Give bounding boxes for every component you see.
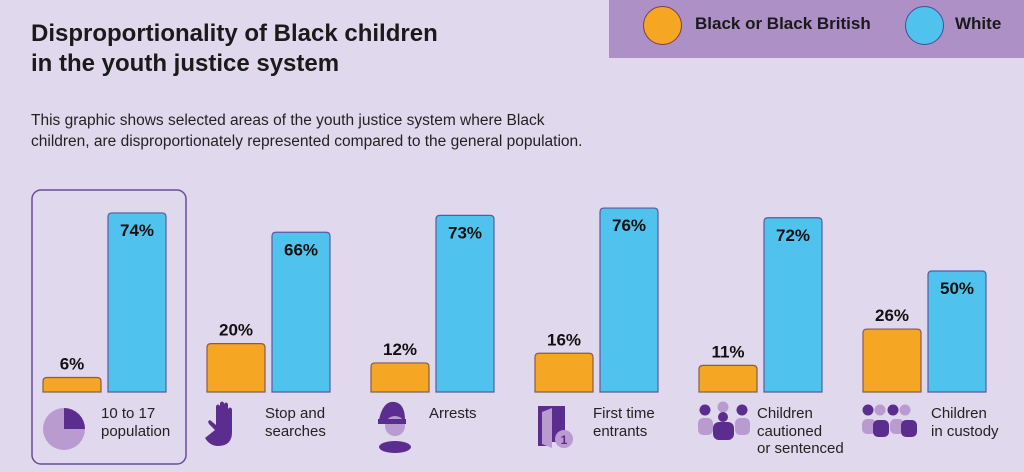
legend-swatch-white — [905, 6, 944, 45]
hand-icon — [205, 401, 232, 446]
category-label: Children cautioned or sentenced — [757, 405, 844, 458]
door-icon: 1 — [538, 406, 573, 448]
category-label-line: or sentenced — [757, 440, 844, 457]
bar-black-3 — [534, 352, 594, 393]
category-label: Arrests — [429, 405, 477, 423]
data-label: 11% — [711, 342, 744, 361]
category-label-line: Children — [931, 405, 987, 422]
category-label-line: 10 to 17 — [101, 405, 156, 422]
data-label: 72% — [776, 226, 810, 245]
category-label-line: First time — [593, 405, 655, 422]
category-label: 10 to 17 population — [101, 405, 170, 440]
category-label-line: in custody — [931, 422, 999, 440]
category-label-line: Stop and — [265, 405, 326, 422]
title-line-1: Disproportionality of Black children — [31, 20, 438, 47]
subtitle-line-1: This graphic shows selected areas of the… — [31, 112, 545, 129]
bar-black-1 — [206, 343, 266, 393]
bar-white-2 — [435, 214, 495, 393]
data-label: 73% — [448, 223, 482, 242]
subtitle-line-2: children, are disproportionately represe… — [31, 133, 583, 150]
category-label: Children in custody — [931, 405, 999, 440]
category-label-line: cautioned — [757, 422, 823, 440]
category-label: Stop and searches — [265, 405, 326, 440]
legend-swatch-black — [643, 6, 682, 45]
bar-black-5 — [862, 328, 922, 393]
category-label-line: searches — [265, 422, 326, 440]
data-label: 16% — [547, 330, 581, 349]
group-icon — [862, 404, 917, 437]
category-label-line: population — [101, 422, 171, 440]
bar-white-3 — [599, 207, 659, 393]
category-label-line: entrants — [593, 422, 648, 440]
chart-title: Disproportionality of Black children in … — [31, 19, 551, 79]
chart-subtitle: This graphic shows selected areas of the… — [31, 110, 691, 152]
data-label: 76% — [612, 216, 646, 235]
category-label-line: Arrests — [429, 405, 477, 422]
bar-black-4 — [698, 364, 758, 393]
pie-chart-icon — [43, 408, 85, 450]
bar-black-0 — [42, 376, 102, 393]
title-line-2: in the youth justice system — [31, 50, 340, 77]
data-label: 20% — [219, 321, 253, 340]
data-label: 12% — [383, 340, 417, 359]
bar-white-0 — [107, 212, 167, 393]
legend-label-white: White — [955, 14, 1002, 33]
svg-text:1: 1 — [561, 433, 568, 447]
bar-black-2 — [370, 362, 430, 393]
legend-label-black: Black or Black British — [695, 14, 871, 33]
group-icon — [698, 401, 750, 440]
data-label: 6% — [60, 354, 85, 373]
data-label: 50% — [940, 279, 974, 298]
bar-white-5 — [927, 270, 987, 393]
highlight-box — [31, 189, 187, 465]
category-label-line: Children — [757, 405, 813, 422]
category-label: First time entrants — [593, 405, 655, 440]
data-label: 74% — [120, 221, 154, 240]
police-officer-icon — [378, 401, 411, 453]
bar-white-4 — [763, 217, 823, 393]
data-label: 66% — [284, 240, 318, 259]
bar-white-1 — [271, 231, 331, 393]
data-label: 26% — [875, 306, 909, 325]
legend: Black or Black British White — [609, 0, 1024, 58]
